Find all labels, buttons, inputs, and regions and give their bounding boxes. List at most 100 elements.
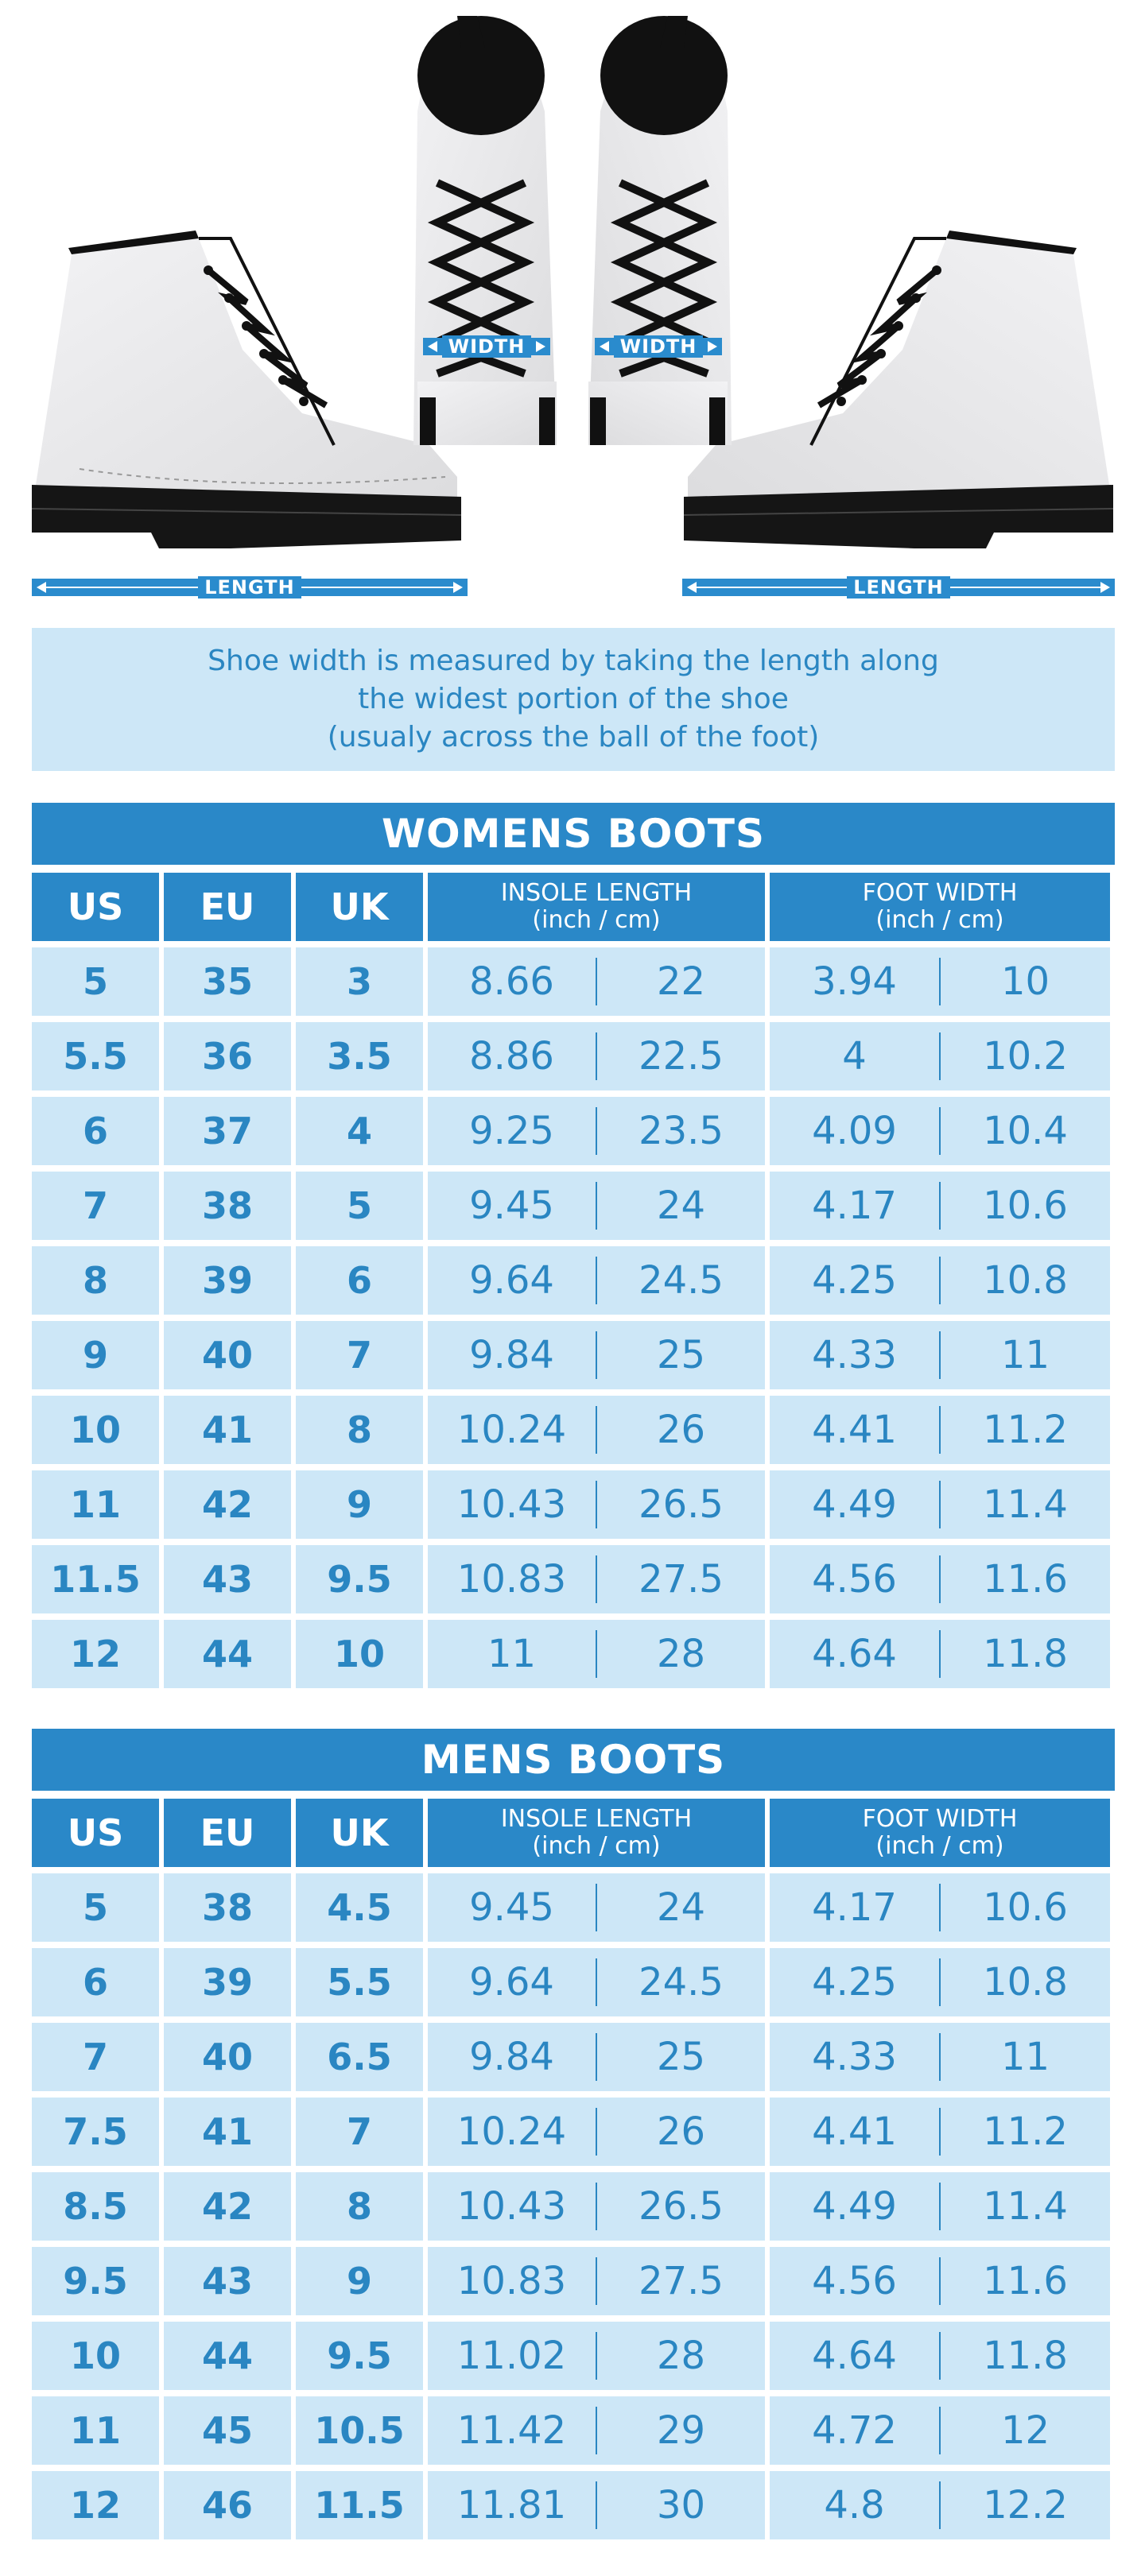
cell-uk: 3: [296, 947, 423, 1016]
foot-width-inch: 4.64: [812, 1632, 897, 1676]
divider: [939, 1331, 941, 1379]
foot-width-cm: 11.8: [983, 2334, 1068, 2378]
cell-insole-length: 11.02 28: [428, 2322, 765, 2390]
cell-foot-width: 4.25 10.8: [770, 1246, 1110, 1315]
foot-width-cm: 10.8: [983, 1258, 1068, 1303]
boots-drawing: [31, 16, 1114, 548]
insole-inch: 8.66: [469, 959, 554, 1004]
insole-inch: 11.81: [456, 2483, 567, 2528]
insole-cm: 22: [656, 959, 706, 1004]
foot-width-cm: 10.8: [983, 1960, 1068, 2005]
header-foot-width: FOOT WIDTH (inch / cm): [770, 1799, 1110, 1867]
divider: [596, 2033, 597, 2081]
insole-cm: 26.5: [638, 2184, 724, 2229]
table-header-row: US EU UK INSOLE LENGTH (inch / cm) FOOT …: [32, 873, 1115, 941]
cell-uk: 6: [296, 1246, 423, 1315]
cell-us: 5: [32, 947, 159, 1016]
divider: [939, 1958, 941, 2006]
cell-uk: 10.5: [296, 2396, 423, 2465]
table-row: 12 44 10 11 28 4.64 11.8: [32, 1620, 1115, 1688]
cell-uk: 7: [296, 1321, 423, 1389]
cell-us: 6: [32, 1948, 159, 2016]
cell-us: 11.5: [32, 1545, 159, 1613]
cell-us: 8: [32, 1246, 159, 1315]
table-row: 8.5 42 8 10.43 26.5 4.49 11.4: [32, 2172, 1115, 2241]
cell-insole-length: 9.64 24.5: [428, 1948, 765, 2016]
foot-width-inch: 4.8: [824, 2483, 885, 2528]
divider: [596, 2332, 597, 2380]
cell-us: 8.5: [32, 2172, 159, 2241]
divider: [596, 2183, 597, 2230]
foot-width-cm: 10: [1000, 959, 1050, 1004]
cell-insole-length: 10.43 26.5: [428, 1470, 765, 1539]
foot-width-inch: 4.17: [812, 1885, 897, 1930]
womens-table-body: 5 35 3 8.66 22 3.94 10 5.5 36 3.5 8.86 22.5 4 10.2 6 37…: [32, 947, 1115, 1688]
insole-cm: 26: [656, 2109, 706, 2154]
mens-table-title: MENS BOOTS: [32, 1729, 1115, 1791]
foot-width-inch: 4.25: [812, 1960, 897, 2005]
insole-inch: 10.83: [456, 2259, 567, 2303]
insole-inch: 10.43: [456, 2184, 567, 2229]
foot-width-cm: 10.2: [983, 1034, 1068, 1079]
width-label: WIDTH: [613, 335, 704, 358]
cell-insole-length: 8.86 22.5: [428, 1022, 765, 1090]
foot-width-cm: 10.6: [983, 1885, 1068, 1930]
cell-foot-width: 4.41 11.2: [770, 1396, 1110, 1464]
foot-width-cm: 10.6: [983, 1183, 1068, 1228]
cell-foot-width: 3.94 10: [770, 947, 1110, 1016]
header-label: FOOT WIDTH: [862, 1805, 1018, 1833]
foot-width-cm: 10.4: [983, 1109, 1068, 1153]
cell-eu: 39: [164, 1948, 291, 2016]
header-us: US: [32, 873, 159, 941]
cell-eu: 46: [164, 2471, 291, 2539]
table-row: 5.5 36 3.5 8.86 22.5 4 10.2: [32, 1022, 1115, 1090]
cell-insole-length: 9.45 24: [428, 1873, 765, 1942]
insole-inch: 8.86: [469, 1034, 554, 1079]
divider: [596, 2257, 597, 2305]
divider: [596, 1107, 597, 1155]
divider: [939, 2257, 941, 2305]
womens-size-table: WOMENS BOOTS US EU UK INSOLE LENGTH (inc…: [32, 803, 1115, 1688]
cell-insole-length: 8.66 22: [428, 947, 765, 1016]
width-measure-left: WIDTH: [423, 335, 550, 358]
cell-foot-width: 4.33 11: [770, 2023, 1110, 2091]
header-eu: EU: [164, 1799, 291, 1867]
cell-eu: 38: [164, 1172, 291, 1240]
header-unit: (inch / cm): [532, 906, 661, 934]
insole-cm: 23.5: [638, 1109, 724, 1153]
foot-width-inch: 4.25: [812, 1258, 897, 1303]
cell-eu: 35: [164, 947, 291, 1016]
foot-width-inch: 4.56: [812, 2259, 897, 2303]
divider: [939, 958, 941, 1005]
table-row: 5 35 3 8.66 22 3.94 10: [32, 947, 1115, 1016]
table-row: 9.5 43 9 10.83 27.5 4.56 11.6: [32, 2247, 1115, 2315]
cell-foot-width: 4.17 10.6: [770, 1172, 1110, 1240]
header-uk: UK: [296, 1799, 423, 1867]
cell-foot-width: 4.25 10.8: [770, 1948, 1110, 2016]
divider: [596, 1555, 597, 1603]
cell-foot-width: 4.33 11: [770, 1321, 1110, 1389]
cell-uk: 4: [296, 1097, 423, 1165]
divider: [939, 1481, 941, 1528]
cell-foot-width: 4.49 11.4: [770, 1470, 1110, 1539]
insole-cm: 22.5: [638, 1034, 724, 1079]
header-uk: UK: [296, 873, 423, 941]
table-row: 7.5 41 7 10.24 26 4.41 11.2: [32, 2098, 1115, 2166]
insole-cm: 24.5: [638, 1960, 724, 2005]
cell-foot-width: 4.8 12.2: [770, 2471, 1110, 2539]
cell-foot-width: 4.56 11.6: [770, 1545, 1110, 1613]
cell-foot-width: 4.72 12: [770, 2396, 1110, 2465]
foot-width-inch: 4.33: [812, 1333, 897, 1377]
insole-cm: 27.5: [638, 1557, 724, 1602]
divider: [596, 2481, 597, 2529]
insole-inch: 10.83: [456, 1557, 567, 1602]
right-boot-side: [683, 230, 1114, 548]
foot-width-inch: 4.17: [812, 1183, 897, 1228]
divider: [596, 1331, 597, 1379]
table-row: 11.5 43 9.5 10.83 27.5 4.56 11.6: [32, 1545, 1115, 1613]
divider: [939, 1884, 941, 1931]
cell-us: 6: [32, 1097, 159, 1165]
cell-eu: 44: [164, 2322, 291, 2390]
table-row: 7 40 6.5 9.84 25 4.33 11: [32, 2023, 1115, 2091]
cell-eu: 43: [164, 2247, 291, 2315]
